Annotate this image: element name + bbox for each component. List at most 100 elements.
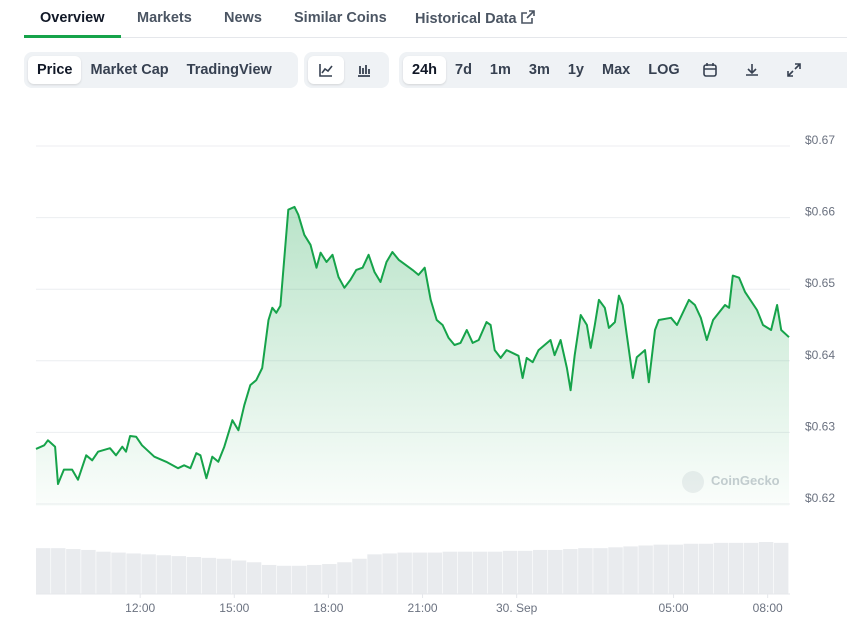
- volume-bar: [472, 551, 488, 594]
- volume-bar: [216, 558, 232, 594]
- volume-bar: [261, 564, 277, 594]
- volume-bar: [352, 558, 367, 594]
- tab-divider: [24, 37, 847, 38]
- volume-bar: [668, 544, 683, 594]
- volume-bar: [292, 565, 307, 594]
- watermark-logo: [682, 471, 704, 493]
- volume-bar: [276, 565, 292, 594]
- fullscreen-button[interactable]: [773, 56, 815, 84]
- range-button[interactable]: 1y: [567, 62, 584, 78]
- volume-bar: [517, 550, 533, 594]
- volume-bar: [638, 545, 653, 594]
- volume-bar: [743, 542, 759, 594]
- y-tick-label: $0.63: [805, 419, 835, 433]
- y-tick-label: $0.67: [805, 133, 835, 147]
- volume-bar: [51, 548, 66, 594]
- range-button[interactable]: LOG: [648, 62, 680, 78]
- external-link-icon: [520, 10, 535, 24]
- active-tab-indicator: [24, 35, 121, 38]
- volume-bar: [171, 556, 186, 594]
- volume-bar: [81, 549, 96, 594]
- tab[interactable]: Similar Coins: [294, 10, 387, 26]
- volume-bar: [66, 549, 81, 594]
- volume-bar: [683, 543, 699, 594]
- x-tick-label: 05:00: [659, 601, 689, 615]
- range-button[interactable]: 3m: [528, 62, 550, 78]
- range-button[interactable]: 1m: [489, 62, 511, 78]
- volume-bar: [141, 554, 156, 594]
- volume-bar: [382, 553, 397, 594]
- volume-bar: [578, 548, 593, 594]
- view-button[interactable]: Price: [28, 56, 82, 84]
- volume-bar: [758, 542, 774, 594]
- volume-bar: [623, 546, 638, 594]
- fullscreen-icon: [786, 63, 801, 77]
- volume-bar: [111, 552, 126, 594]
- volume-bar: [186, 556, 202, 594]
- volume-bar: [427, 552, 443, 594]
- range-group: 24h 7d 1m 3m 1y Max LOG: [399, 52, 847, 88]
- x-tick-label: 21:00: [408, 601, 438, 615]
- view-button[interactable]: TradingView: [186, 62, 272, 78]
- volume-bar: [713, 542, 729, 594]
- calendar-button[interactable]: [689, 56, 731, 84]
- tab[interactable]: News: [224, 10, 262, 26]
- view-button[interactable]: Market Cap: [90, 62, 169, 78]
- x-tick-label: 12:00: [125, 601, 155, 615]
- volume-bar: [532, 549, 548, 594]
- volume-bar: [653, 544, 668, 594]
- volume-bar: [487, 551, 503, 594]
- line-icon: [319, 64, 333, 77]
- volume-bar: [307, 564, 322, 594]
- volume-bar: [156, 555, 171, 594]
- volume-bar: [608, 547, 623, 594]
- price-line: [35, 205, 790, 485]
- volume-bar: [96, 551, 111, 594]
- calendar-icon: [702, 63, 717, 77]
- x-tick-label: 08:00: [753, 601, 783, 615]
- line-chart-button[interactable]: [308, 56, 344, 84]
- tab[interactable]: Markets: [137, 10, 192, 26]
- range-button[interactable]: Max: [602, 62, 631, 78]
- volume-bar: [397, 552, 412, 594]
- volume-bar: [563, 549, 578, 594]
- y-tick-label: $0.66: [805, 205, 835, 219]
- volume-bar: [502, 550, 518, 594]
- chart-type-group: [304, 52, 389, 88]
- volume-bar: [698, 543, 714, 594]
- candle-chart-button[interactable]: [344, 56, 384, 84]
- range-button[interactable]: 7d: [455, 62, 472, 78]
- volume-bar: [367, 554, 382, 594]
- download-button[interactable]: [731, 56, 773, 84]
- range-button[interactable]: 24h: [403, 56, 446, 84]
- y-tick-label: $0.64: [805, 348, 835, 362]
- volume-bar: [126, 553, 141, 594]
- tab[interactable]: Historical Data: [415, 10, 535, 27]
- volume-bar: [412, 552, 427, 594]
- volume-bar: [593, 548, 608, 594]
- volume-bar: [728, 542, 744, 594]
- x-tick-label: 30. Sep: [496, 601, 538, 615]
- volume-bar: [442, 551, 458, 594]
- volume-bar: [548, 549, 563, 594]
- y-tick-label: $0.65: [805, 276, 835, 290]
- volume-bar: [246, 562, 262, 594]
- view-group: Price Market Cap TradingView: [24, 52, 298, 88]
- volume-bar: [36, 548, 51, 594]
- x-tick-label: 18:00: [313, 601, 343, 615]
- volume-bar: [773, 542, 789, 594]
- volume-bar: [201, 557, 217, 594]
- price-area: [36, 206, 789, 506]
- watermark: CoinGecko: [711, 473, 780, 488]
- volume-bar: [231, 560, 247, 594]
- volume-bar: [337, 562, 352, 594]
- candle-icon: [358, 65, 370, 77]
- download-icon: [745, 64, 758, 76]
- volume-bar: [322, 564, 337, 594]
- tab[interactable]: Overview: [40, 10, 105, 26]
- y-tick-label: $0.62: [805, 491, 835, 505]
- x-tick-label: 15:00: [219, 601, 249, 615]
- volume-bar: [457, 551, 473, 594]
